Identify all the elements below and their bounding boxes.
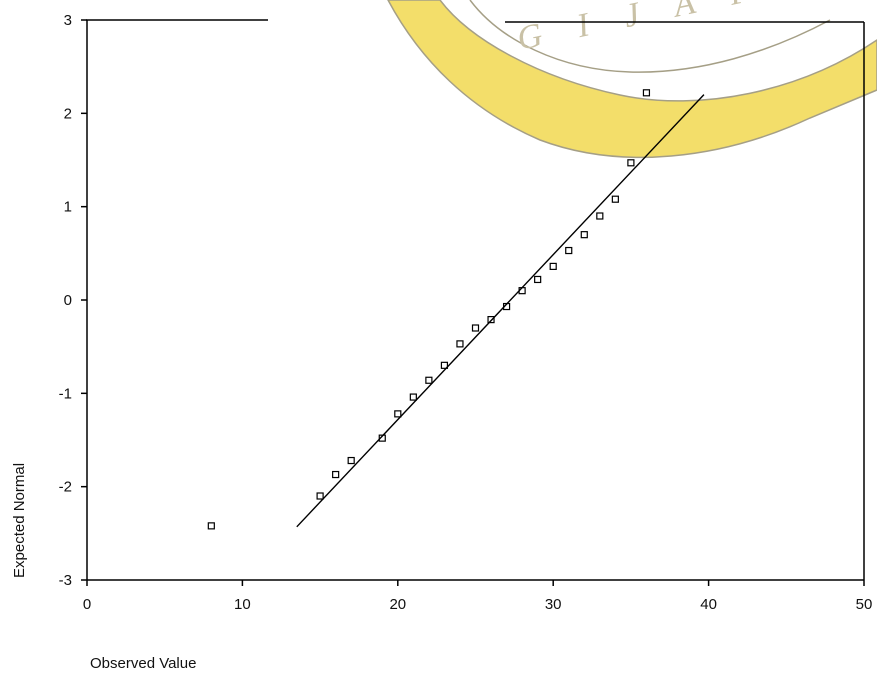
- data-point: [627, 159, 635, 167]
- data-point: [378, 434, 386, 442]
- data-point: [518, 287, 526, 295]
- data-point: [425, 376, 433, 384]
- data-point: [580, 231, 588, 239]
- normal-reference-line: [296, 94, 705, 528]
- y-tick-label: 3: [64, 12, 72, 29]
- x-axis-title: Observed Value: [90, 655, 196, 672]
- x-tick-label: 20: [389, 596, 406, 613]
- data-point: [347, 456, 355, 465]
- watermark-letters: G I J A P R A N: [514, 0, 877, 58]
- y-axis-title: Expected Normal: [11, 463, 28, 578]
- data-point: [394, 410, 402, 418]
- y-tick-label: 2: [64, 105, 72, 122]
- data-point: [332, 470, 340, 479]
- x-tick-label: 50: [856, 596, 873, 613]
- data-point: [471, 324, 480, 332]
- data-point: [642, 89, 651, 97]
- data-point: [502, 302, 511, 311]
- data-point: [316, 492, 324, 500]
- y-tick-label: 1: [64, 199, 72, 216]
- data-point: [596, 212, 604, 220]
- watermark-inner-arc: [469, 0, 831, 73]
- watermark-band: [387, 0, 877, 159]
- y-tick-label: -2: [59, 479, 72, 496]
- data-points: [207, 89, 651, 530]
- x-tick-label: 40: [700, 596, 717, 613]
- data-point: [440, 361, 449, 369]
- data-point: [611, 195, 619, 203]
- watermark-seal: G I J A P R A N: [387, 0, 877, 159]
- data-point: [549, 262, 557, 270]
- data-point: [456, 340, 464, 348]
- data-point: [207, 522, 215, 530]
- y-tick-label: -3: [59, 572, 72, 589]
- data-point: [534, 275, 542, 284]
- y-axis-ticks: 3 2 1 0 -1 -2 -3: [59, 12, 87, 589]
- data-point: [487, 316, 495, 324]
- y-tick-label: -1: [59, 385, 72, 402]
- data-point: [409, 393, 417, 401]
- x-tick-label: 30: [545, 596, 562, 613]
- x-tick-label: 10: [234, 596, 251, 613]
- data-point: [565, 246, 573, 255]
- y-tick-label: 0: [64, 292, 72, 309]
- x-tick-label: 0: [83, 596, 91, 613]
- x-axis-ticks: 0 10 20 30 40 50: [83, 580, 873, 613]
